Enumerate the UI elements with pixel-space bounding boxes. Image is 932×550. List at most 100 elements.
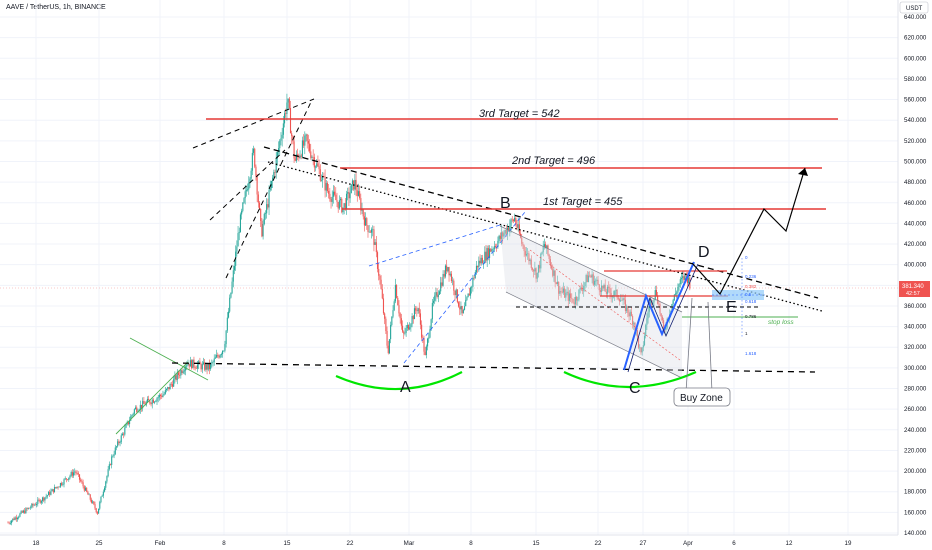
candle-body bbox=[461, 305, 463, 314]
candle-body bbox=[316, 163, 318, 167]
candle-body bbox=[363, 216, 365, 226]
candle-body bbox=[286, 102, 288, 115]
candle-body bbox=[307, 140, 309, 144]
candle-body bbox=[118, 441, 120, 444]
buy-zone-pointer-left bbox=[685, 297, 693, 393]
candle-body bbox=[415, 308, 417, 311]
candle-body bbox=[628, 313, 630, 317]
candle-body bbox=[512, 219, 514, 221]
candle-body bbox=[226, 317, 228, 331]
candle-body bbox=[9, 523, 11, 524]
time-axis[interactable]: 18 25 Feb 8 15 22 Mar 8 15 22 27 Apr 6 12 19 bbox=[33, 540, 852, 547]
candle-body bbox=[34, 504, 36, 506]
candle-body bbox=[337, 201, 339, 209]
candle-body bbox=[399, 313, 401, 319]
candle-body bbox=[617, 297, 619, 300]
descending-channel-fill bbox=[500, 226, 682, 378]
candle-body bbox=[480, 257, 482, 264]
x-tick-label: 15 bbox=[533, 540, 540, 547]
candle-body bbox=[618, 299, 621, 302]
candle-body bbox=[301, 140, 303, 157]
y-tick-label: 220.000 bbox=[904, 447, 927, 454]
candle-body bbox=[561, 291, 563, 293]
candle-body bbox=[75, 471, 77, 474]
wave-label-e: E bbox=[726, 299, 737, 316]
candle-body bbox=[125, 424, 127, 428]
candle-body bbox=[657, 295, 659, 304]
candle-body bbox=[49, 491, 51, 495]
candle-body bbox=[443, 273, 445, 277]
candle-body bbox=[180, 370, 182, 376]
candle-body bbox=[82, 482, 84, 487]
candle-body bbox=[658, 303, 660, 305]
candle-body bbox=[26, 508, 28, 509]
candle-body bbox=[489, 248, 491, 259]
candle-body bbox=[548, 254, 550, 260]
candle-body bbox=[590, 275, 592, 278]
candle-body bbox=[139, 404, 141, 411]
candle-body bbox=[152, 399, 154, 403]
descending-channel-top bbox=[499, 225, 683, 313]
candle-body bbox=[609, 288, 611, 294]
candle-body bbox=[549, 259, 551, 266]
candle-body bbox=[298, 155, 300, 159]
candle-body bbox=[639, 347, 641, 349]
candle-body bbox=[222, 350, 224, 355]
price-axis[interactable]: 640.000 620.000 600.000 580.000 560.000 540.0… bbox=[904, 14, 927, 537]
candle-body bbox=[684, 273, 686, 280]
candle-body bbox=[405, 328, 407, 333]
candle-body bbox=[342, 207, 344, 213]
candle-body bbox=[665, 327, 667, 330]
candle-body bbox=[28, 507, 31, 509]
candle-body bbox=[605, 291, 607, 294]
candle-body bbox=[129, 420, 131, 425]
candle-body bbox=[417, 308, 419, 312]
candle-body bbox=[211, 362, 213, 364]
candle-body bbox=[505, 229, 507, 235]
candle-body bbox=[185, 366, 187, 371]
candle-body bbox=[250, 170, 252, 179]
candle-body bbox=[329, 193, 331, 200]
candle-body bbox=[599, 290, 601, 293]
y-tick-label: 460.000 bbox=[904, 200, 927, 207]
y-tick-label: 520.000 bbox=[904, 138, 927, 145]
candle-body bbox=[115, 446, 118, 448]
candle-body bbox=[212, 361, 214, 363]
candle-body bbox=[418, 308, 420, 314]
candle-body bbox=[486, 248, 488, 261]
candle-body bbox=[261, 220, 263, 237]
candle-body bbox=[603, 284, 605, 289]
candle-body bbox=[357, 191, 359, 196]
candle-body bbox=[22, 510, 25, 513]
candle-body bbox=[530, 259, 532, 269]
candle-body bbox=[653, 298, 655, 303]
candle-body bbox=[77, 473, 79, 475]
candle-body bbox=[412, 316, 414, 320]
candle-body bbox=[84, 487, 87, 491]
candle-body bbox=[498, 235, 500, 241]
candle-body bbox=[67, 479, 69, 480]
candle-body bbox=[258, 202, 261, 209]
candle-body bbox=[241, 210, 243, 215]
candle-body bbox=[132, 413, 134, 416]
candle-body bbox=[356, 190, 358, 196]
candle-body bbox=[601, 285, 603, 293]
candle-body bbox=[677, 286, 679, 293]
candle-body bbox=[121, 433, 123, 436]
candle-body bbox=[375, 242, 377, 253]
currency-badge[interactable] bbox=[899, 1, 929, 14]
symbol-header: AAVE / TetherUS, 1h, BINANCE bbox=[6, 4, 106, 11]
candle-body bbox=[160, 394, 162, 396]
candle-body bbox=[642, 345, 644, 348]
candle-body bbox=[429, 329, 431, 338]
candle-body bbox=[229, 297, 231, 312]
candle-body bbox=[533, 269, 535, 272]
y-tick-label: 540.000 bbox=[904, 117, 927, 124]
candle-body bbox=[654, 290, 656, 299]
candle-body bbox=[602, 285, 604, 289]
candle-body bbox=[428, 337, 430, 339]
candle-body bbox=[111, 456, 113, 465]
candle-body bbox=[463, 306, 466, 310]
last-price-badge bbox=[899, 281, 930, 297]
